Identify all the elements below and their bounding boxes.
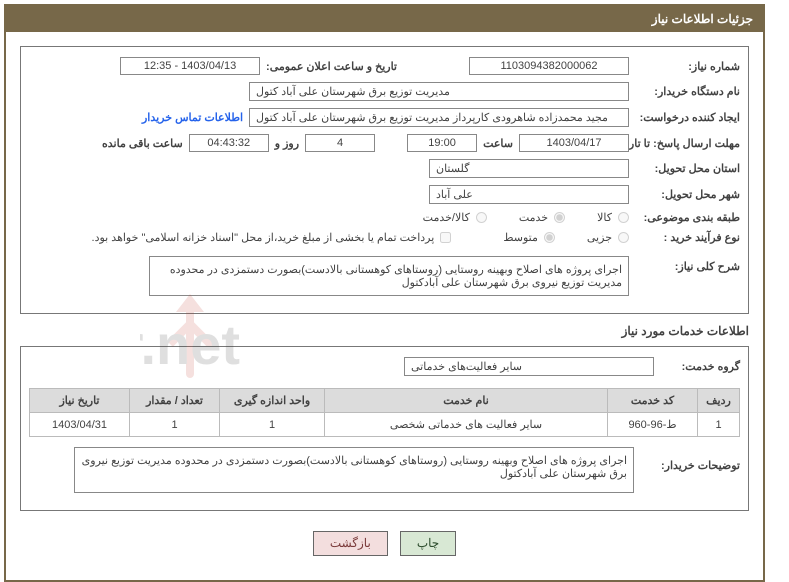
th-code: کد خدمت (608, 389, 698, 413)
buyer-notes-text: اجرای پروژه های اصلاح وبهینه روستایی (رو… (74, 447, 634, 493)
buyer-notes-label: توضیحات خریدار: (640, 447, 740, 472)
cell-name: سایر فعالیت های خدماتی شخصی (325, 413, 608, 437)
group-value: سایر فعالیت‌های خدماتی (404, 357, 654, 376)
process-label: نوع فرآیند خرید : (635, 231, 740, 244)
partial-radio (618, 232, 629, 243)
medium-radio (544, 232, 555, 243)
group-label: گروه خدمت: (660, 360, 740, 373)
deadline-date: 1403/04/17 (519, 134, 629, 152)
deadline-label: مهلت ارسال پاسخ: تا تاریخ: (635, 137, 740, 150)
need-no-label: شماره نیاز: (635, 60, 740, 73)
announce-value: 1403/04/13 - 12:35 (120, 57, 260, 75)
summary-text: اجرای پروژه های اصلاح وبهینه روستایی (رو… (149, 256, 629, 296)
th-name: نام خدمت (325, 389, 608, 413)
buyer-org-label: نام دستگاه خریدار: (635, 85, 740, 98)
services-title: اطلاعات خدمات مورد نیاز (20, 324, 749, 338)
cell-idx: 1 (698, 413, 740, 437)
countdown: 04:43:32 (189, 134, 269, 152)
remaining-label: ساعت باقی مانده (102, 137, 183, 150)
services-table: ردیف کد خدمت نام خدمت واحد اندازه گیری ت… (29, 388, 740, 437)
service-radio (554, 212, 565, 223)
province-value: گلستان (429, 159, 629, 178)
back-button[interactable]: بازگشت (313, 531, 388, 556)
services-fieldset: گروه خدمت: سایر فعالیت‌های خدماتی ردیف ک… (20, 346, 749, 511)
summary-label: شرح کلی نیاز: (635, 256, 740, 273)
days-remaining: 4 (305, 134, 375, 152)
requester-label: ایجاد کننده درخواست: (635, 111, 740, 124)
th-date: تاریخ نیاز (30, 389, 130, 413)
need-no-value: 1103094382000062 (469, 57, 629, 75)
payment-note: پرداخت تمام یا بخشی از مبلغ خرید،از محل … (92, 231, 435, 244)
days-label: روز و (275, 137, 299, 150)
panel-title: جزئیات اطلاعات نیاز (6, 6, 763, 32)
header-fieldset: شماره نیاز: 1103094382000062 تاریخ و ساع… (20, 46, 749, 314)
cell-unit: 1 (220, 413, 325, 437)
province-label: استان محل تحویل: (635, 162, 740, 175)
goods-service-label: کالا/خدمت (423, 211, 470, 224)
subject-class-label: طبقه بندی موضوعی: (635, 211, 740, 224)
buyer-org-value: مدیریت توزیع برق شهرستان علی آباد کتول (249, 82, 629, 101)
deadline-time: 19:00 (407, 134, 477, 152)
cell-code: ط-96-960 (608, 413, 698, 437)
city-value: علی آباد (429, 185, 629, 204)
cell-qty: 1 (130, 413, 220, 437)
goods-radio (618, 212, 629, 223)
print-button[interactable]: چاپ (400, 531, 456, 556)
announce-label: تاریخ و ساعت اعلان عمومی: (266, 60, 397, 73)
th-qty: تعداد / مقدار (130, 389, 220, 413)
th-idx: ردیف (698, 389, 740, 413)
time-label: ساعت (483, 137, 513, 150)
partial-label: جزیی (587, 231, 612, 244)
payment-checkbox (440, 232, 451, 243)
contact-link[interactable]: اطلاعات تماس خریدار (142, 111, 243, 124)
city-label: شهر محل تحویل: (635, 188, 740, 201)
goods-service-radio (476, 212, 487, 223)
goods-label: کالا (597, 211, 612, 224)
requester-value: مجید محمدزاده شاهرودی کارپرداز مدیریت تو… (249, 108, 629, 127)
cell-date: 1403/04/31 (30, 413, 130, 437)
service-label: خدمت (519, 211, 548, 224)
th-unit: واحد اندازه گیری (220, 389, 325, 413)
table-row: 1 ط-96-960 سایر فعالیت های خدماتی شخصی 1… (30, 413, 740, 437)
medium-label: متوسط (503, 231, 538, 244)
